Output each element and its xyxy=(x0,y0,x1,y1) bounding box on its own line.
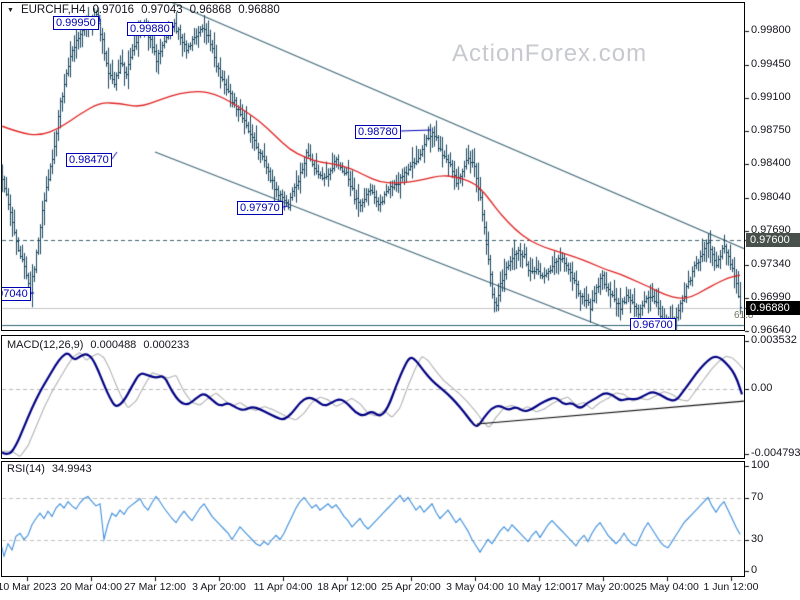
chart-title: ▼ EURCHF,H4 0.97016 0.97043 0.96868 0.96… xyxy=(7,4,280,16)
macd-main-value: 0.000488 xyxy=(90,339,137,351)
date-tick-label: 25 May 04:00 xyxy=(635,581,699,593)
axis-label-current-price: 0.96880 xyxy=(746,301,800,315)
macd-axis-tick-label: 0.00 xyxy=(751,381,773,394)
price-axis-tick-label: 0.96990 xyxy=(751,290,791,303)
price-axis-tick-label: 0.99800 xyxy=(751,24,791,37)
ohlc-low: 0.96868 xyxy=(189,4,232,16)
price-annotation: 0.98470 xyxy=(66,153,112,167)
date-tick-label: 20 Mar 04:00 xyxy=(60,581,122,593)
price-axis-tick-label: 0.99100 xyxy=(751,90,791,103)
rsi-axis-tick-label: 0 xyxy=(751,564,758,576)
price-axis-tick-label: 0.98040 xyxy=(751,191,791,204)
price-axis-tick-label: 0.97340 xyxy=(751,257,791,270)
price-axis-tick-label: 0.98400 xyxy=(751,157,791,170)
price-axis-tick-label: 0.96640 xyxy=(751,323,791,336)
price-annotation-layer: 0.99950 0.99880 0.98470 0.98780 0.97970 0.970… xyxy=(2,3,745,330)
price-annotation: 0.96700 xyxy=(630,318,676,330)
date-tick-label: 25 Apr 20:00 xyxy=(381,581,441,593)
rsi-axis-tick-label: 70 xyxy=(751,490,764,503)
date-tick-label: 10 Mar 2023 xyxy=(0,581,57,593)
price-annotation: 0.99880 xyxy=(127,22,173,36)
ohlc-close: 0.96880 xyxy=(238,4,280,16)
rsi-header: RSI(14) 34.9943 xyxy=(7,463,92,475)
date-tick-label: 18 Apr 12:00 xyxy=(317,581,377,593)
macd-signal-value: 0.000233 xyxy=(143,339,190,351)
collapse-triangle-icon: ▼ xyxy=(7,6,14,14)
price-annotation: 0.97040 xyxy=(2,287,31,301)
ohlc-open: 0.97016 xyxy=(92,4,135,16)
date-tick-label: 10 May 12:00 xyxy=(507,581,571,593)
macd-label: MACD(12,26,9) xyxy=(7,339,84,351)
symbol-timeframe: EURCHF,H4 xyxy=(20,4,86,16)
date-tick-label: 27 Mar 12:00 xyxy=(124,581,186,593)
date-tick-label: 1 Jun 12:00 xyxy=(703,581,759,593)
rsi-axis-tick-label: 100 xyxy=(751,459,770,471)
rsi-axis-tick-label: 30 xyxy=(751,532,764,545)
macd-header: MACD(12,26,9) 0.000488 0.000233 xyxy=(7,339,189,351)
date-tick-label: 17 May 20:00 xyxy=(571,581,635,593)
price-axis-tick-label: 0.98750 xyxy=(751,123,791,136)
date-tick-label: 3 May 04:00 xyxy=(446,581,504,593)
macd-axis-tick-label: -0.004793 xyxy=(751,446,800,459)
price-annotation: 0.97970 xyxy=(237,201,283,215)
date-tick-label: 11 Apr 04:00 xyxy=(253,581,313,593)
price-annotation: 0.99950 xyxy=(53,16,99,30)
axis-label-resistance: 0.97600 xyxy=(746,233,800,247)
fib-level-label: 61.8 xyxy=(734,310,754,321)
ohlc-high: 0.97043 xyxy=(141,4,183,16)
rsi-label: RSI(14) xyxy=(7,463,45,475)
price-annotation: 0.98780 xyxy=(355,125,401,139)
rsi-value: 34.9943 xyxy=(51,463,92,475)
macd-axis-tick-label: 0.003532 xyxy=(751,333,797,346)
price-axis-tick-label: 0.99450 xyxy=(751,57,791,70)
date-tick-label: 3 Apr 20:00 xyxy=(192,581,246,593)
